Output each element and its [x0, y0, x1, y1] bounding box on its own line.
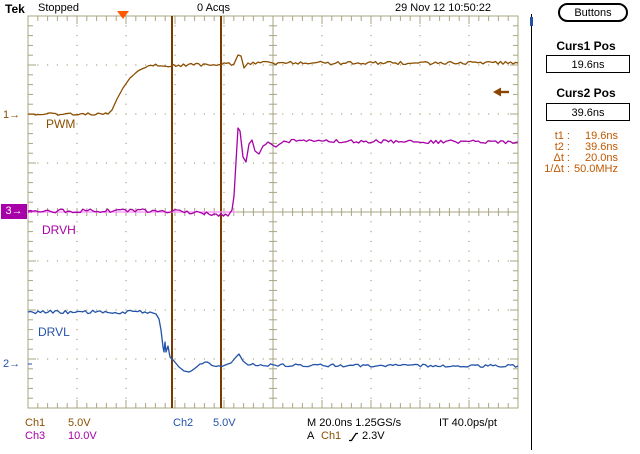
tek-logo: Tek — [5, 2, 25, 16]
interpolation-readout: IT 40.0ps/pt — [439, 417, 497, 429]
measurement-row: t1 : 19.6ns — [524, 131, 620, 142]
record-view-tick — [530, 17, 533, 26]
ch1-readout-label: Ch1 — [25, 417, 46, 429]
trigger-position-marker[interactable] — [117, 11, 129, 19]
cursor2-pos-field[interactable]: 39.6ns — [546, 103, 630, 121]
ch3-readout-label: Ch3 — [25, 430, 46, 442]
measurement-row: 1/Δt :50.0MHz — [524, 164, 620, 175]
trigger-level-readout: 2.3V — [362, 430, 385, 442]
ch1-scale: 5.0V — [68, 417, 91, 429]
waveform-label-drvl: DRVL — [38, 325, 70, 339]
trigger-level-arrow[interactable] — [493, 87, 501, 97]
ch2-position-marker[interactable]: 2→ — [3, 358, 21, 370]
measurement-row: t2 : 39.6ns — [524, 142, 620, 153]
measurement-value: 20.0ns — [584, 152, 618, 164]
panel-separator — [531, 14, 532, 450]
ch2-scale: 5.0V — [213, 417, 236, 429]
measurement-label: Δt : — [553, 152, 570, 164]
measurement-row: Δt : 20.0ns — [524, 153, 620, 164]
ch3-scale: 10.0V — [68, 430, 97, 442]
ch1-position-marker[interactable]: 1→ — [3, 109, 21, 121]
timebase-readout: M 20.0ns 1.25GS/s — [307, 417, 402, 429]
cursor2-pos-title: Curs2 Pos — [556, 86, 616, 100]
waveform-drvh — [27, 127, 519, 217]
measurement-label: t1 : — [554, 130, 570, 142]
waveform-label-drvh: DRVH — [42, 223, 76, 237]
measurement-value: 50.0MHz — [573, 163, 618, 175]
trigger-source: Ch1 — [321, 430, 342, 442]
cursor1-pos-field[interactable]: 19.6ns — [546, 55, 630, 73]
ch2-readout-label: Ch2 — [173, 417, 194, 429]
ch3-position-marker[interactable]: 3→ — [1, 204, 27, 219]
rising-slope-icon — [349, 432, 358, 442]
acquisition-count: 0 Acqs — [197, 2, 231, 14]
buttons-button[interactable]: Buttons — [558, 3, 628, 22]
cursor1-pos-title: Curs1 Pos — [556, 39, 616, 53]
measurement-value: 19.6ns — [584, 130, 618, 142]
waveform-pwm — [27, 54, 519, 116]
waveform-label-pwm: PWM — [46, 117, 76, 131]
datetime: 29 Nov 12 10:50:22 — [395, 2, 492, 14]
waveform-drvl — [27, 309, 519, 373]
trigger-mode: A — [307, 430, 315, 442]
acquisition-status: Stopped — [38, 2, 79, 14]
measurement-label: 1/Δt : — [544, 163, 570, 175]
measurement-label: t2 : — [554, 141, 570, 153]
measurement-value: 39.6ns — [584, 141, 618, 153]
